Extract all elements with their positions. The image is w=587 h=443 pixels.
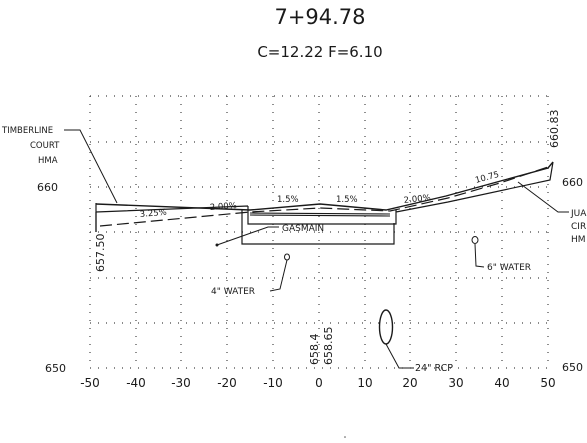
timberline-leader	[64, 129, 118, 204]
water-4-pipe	[284, 253, 290, 261]
gasmain-leader	[216, 226, 279, 246]
stray-mark	[344, 436, 346, 438]
water-6-pipe	[471, 236, 479, 244]
y-axis-labels: 660 650 660 650	[37, 176, 583, 375]
existing-ground-line	[99, 166, 549, 227]
x-tick-label: 0	[315, 376, 323, 390]
x-tick-label: -10	[263, 376, 283, 390]
juan-circle-label: JUA CIR HM	[570, 209, 587, 245]
elevation-label-left: 657.50	[94, 234, 107, 273]
timberline-line-1: TIMBERLINE	[1, 126, 53, 136]
gasmain-box	[241, 210, 395, 245]
slope-label: 3.25%	[139, 208, 167, 220]
water-6-leader	[474, 243, 485, 268]
x-tick-label: -20	[217, 376, 237, 390]
x-tick-label: 30	[448, 376, 463, 390]
juan-leader	[517, 181, 569, 213]
y-tick-label-right-650: 650	[562, 361, 583, 374]
rcp-24-pipe	[378, 309, 394, 345]
x-axis-labels: -50 -40 -30 -20 -10 0 10 20 30 40 50	[80, 376, 555, 390]
timberline-line-2: COURT	[30, 141, 60, 151]
timberline-line-3: HMA	[38, 156, 58, 166]
x-tick-label: 20	[402, 376, 417, 390]
grid	[89, 95, 549, 369]
x-tick-label: 10	[357, 376, 372, 390]
elevation-label-center-2: 658.65	[322, 327, 335, 366]
y-tick-label-left-660: 660	[37, 181, 58, 194]
slope-label: 1.5%	[277, 195, 299, 205]
water-4-leader	[269, 259, 288, 292]
y-tick-label-left-650: 650	[45, 362, 66, 375]
juan-line-1: JUA	[570, 209, 587, 219]
timberline-court-label: TIMBERLINE COURT HMA	[1, 126, 60, 166]
station-title: 7+94.78	[274, 5, 365, 29]
slope-label: 2.00%	[210, 201, 238, 213]
rcp-24-label: 24" RCP	[415, 363, 453, 374]
proposed-road-profile	[95, 161, 554, 211]
juan-line-3: HM	[571, 235, 586, 245]
x-tick-label: 40	[494, 376, 509, 390]
x-tick-label: 50	[540, 376, 555, 390]
y-tick-label-right-660: 660	[562, 176, 583, 189]
cut-fill-values: C=12.22 F=6.10	[257, 43, 382, 61]
gasmain-point	[215, 243, 219, 247]
rcp-24-leader	[385, 343, 414, 369]
x-tick-label: -50	[80, 376, 100, 390]
x-tick-label: -30	[171, 376, 191, 390]
elevation-label-right: 660.83	[548, 110, 561, 149]
pavement-layer	[249, 212, 391, 217]
slope-label: 2.00%	[403, 193, 431, 206]
water-4-label: 4" WATER	[211, 287, 255, 297]
elevation-label-center-1: 658.4	[308, 334, 321, 366]
x-tick-label: -40	[126, 376, 146, 390]
slope-label: 1.5%	[336, 195, 358, 205]
gasmain-label: GASMAIN	[282, 224, 324, 234]
water-6-label: 6" WATER	[487, 263, 531, 273]
juan-line-2: CIR	[571, 222, 586, 232]
slope-labels: 3.25% 2.00% 1.5% 1.5% 2.00% 10.75	[139, 170, 500, 220]
